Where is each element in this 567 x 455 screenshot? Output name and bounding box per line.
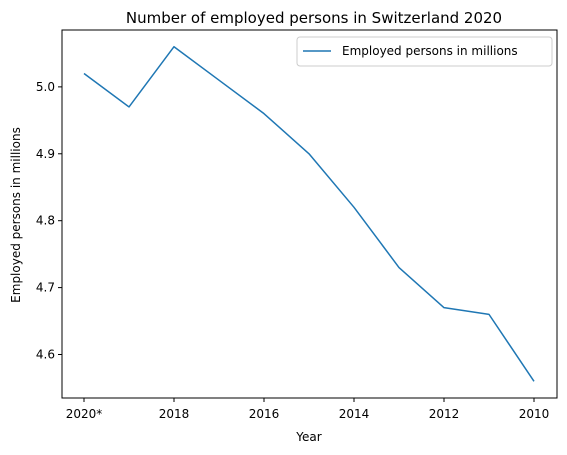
legend-box xyxy=(296,36,553,67)
y-tick-label: 4.7 xyxy=(36,281,55,295)
y-axis-label: Employed persons in millions xyxy=(9,127,23,303)
plot-area-frame xyxy=(61,29,558,399)
x-tick-label: 2014 xyxy=(339,407,370,421)
y-axis-ticks: 4.6 4.7 4.8 4.9 5.0 xyxy=(36,80,62,362)
chart-title: Number of employed persons in Switzerlan… xyxy=(126,9,502,27)
x-axis-ticks: 2020* 2018 2016 2014 2012 2010 xyxy=(66,398,550,421)
series-line-employed xyxy=(83,45,535,382)
legend: Employed persons in millions xyxy=(296,36,553,67)
x-tick-label: 2018 xyxy=(159,407,190,421)
x-tick-label: 2010 xyxy=(519,407,550,421)
x-tick-label: 2016 xyxy=(249,407,280,421)
x-tick-label: 2012 xyxy=(429,407,460,421)
y-tick-label: 4.6 xyxy=(36,348,55,362)
legend-label-employed: Employed persons in millions xyxy=(342,44,518,58)
x-tick-label: 2020* xyxy=(66,407,103,421)
y-tick-label: 5.0 xyxy=(36,80,55,94)
series-layer xyxy=(83,45,535,382)
y-tick-label: 4.9 xyxy=(36,147,55,161)
y-tick-label: 4.8 xyxy=(36,214,55,228)
x-axis-label: Year xyxy=(295,430,321,444)
